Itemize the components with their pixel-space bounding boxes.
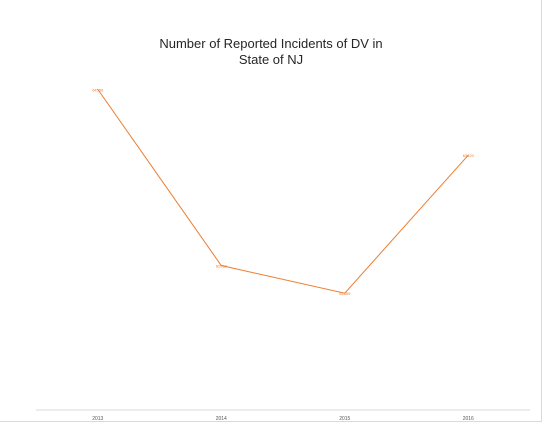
data-label: 62052 <box>216 264 228 269</box>
data-label: 63620 <box>463 153 475 158</box>
x-tick-label: 2014 <box>216 416 227 422</box>
data-label: 61659 <box>339 291 351 296</box>
chart-title: Number of Reported Incidents of DV in St… <box>121 36 421 68</box>
chart-title-line-1: Number of Reported Incidents of DV in <box>159 36 383 51</box>
x-tick-label: 2013 <box>92 416 103 422</box>
x-tick-label: 2015 <box>339 416 350 422</box>
chart-title-line-2: State of NJ <box>238 52 304 67</box>
x-tick-label: 2016 <box>463 416 474 422</box>
series-line <box>97 88 469 294</box>
data-label: 64556 <box>92 87 104 92</box>
